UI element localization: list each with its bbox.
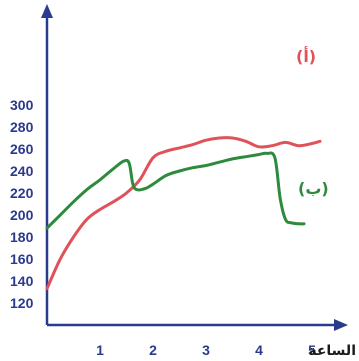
y-tick-label: 280 [10, 119, 34, 135]
y-tick-label: 220 [10, 185, 34, 201]
y-tick-labels: 120 140 160 180 200 220 240 260 280 300 [10, 97, 34, 311]
x-tick-label: 3 [202, 342, 210, 358]
y-tick-label: 300 [10, 97, 34, 113]
y-tick-label: 200 [10, 207, 34, 223]
x-axis-title: الساعة [308, 343, 356, 359]
y-tick-label: 140 [10, 273, 34, 289]
x-tick-labels: 1 2 3 4 5 [96, 342, 316, 358]
y-tick-label: 160 [10, 251, 34, 267]
series-line-b [45, 151, 306, 230]
series-line-a [45, 136, 322, 291]
x-tick-label: 1 [96, 342, 104, 358]
series-label-b: (ب) [298, 179, 329, 198]
y-tick-label: 260 [10, 141, 34, 157]
series-lines [45, 136, 322, 291]
y-tick-label: 240 [10, 163, 34, 179]
x-axis-arrowhead [334, 319, 348, 331]
y-axis-arrowhead [41, 4, 53, 18]
series-labels: (أ) (ب) [296, 46, 329, 198]
x-tick-label: 5 [308, 342, 316, 358]
y-tick-label: 120 [10, 295, 34, 311]
axes [41, 4, 348, 331]
series-label-a: (أ) [296, 46, 316, 66]
x-tick-label: 2 [149, 342, 157, 358]
y-tick-label: 180 [10, 229, 34, 245]
x-tick-label: 4 [255, 342, 263, 358]
